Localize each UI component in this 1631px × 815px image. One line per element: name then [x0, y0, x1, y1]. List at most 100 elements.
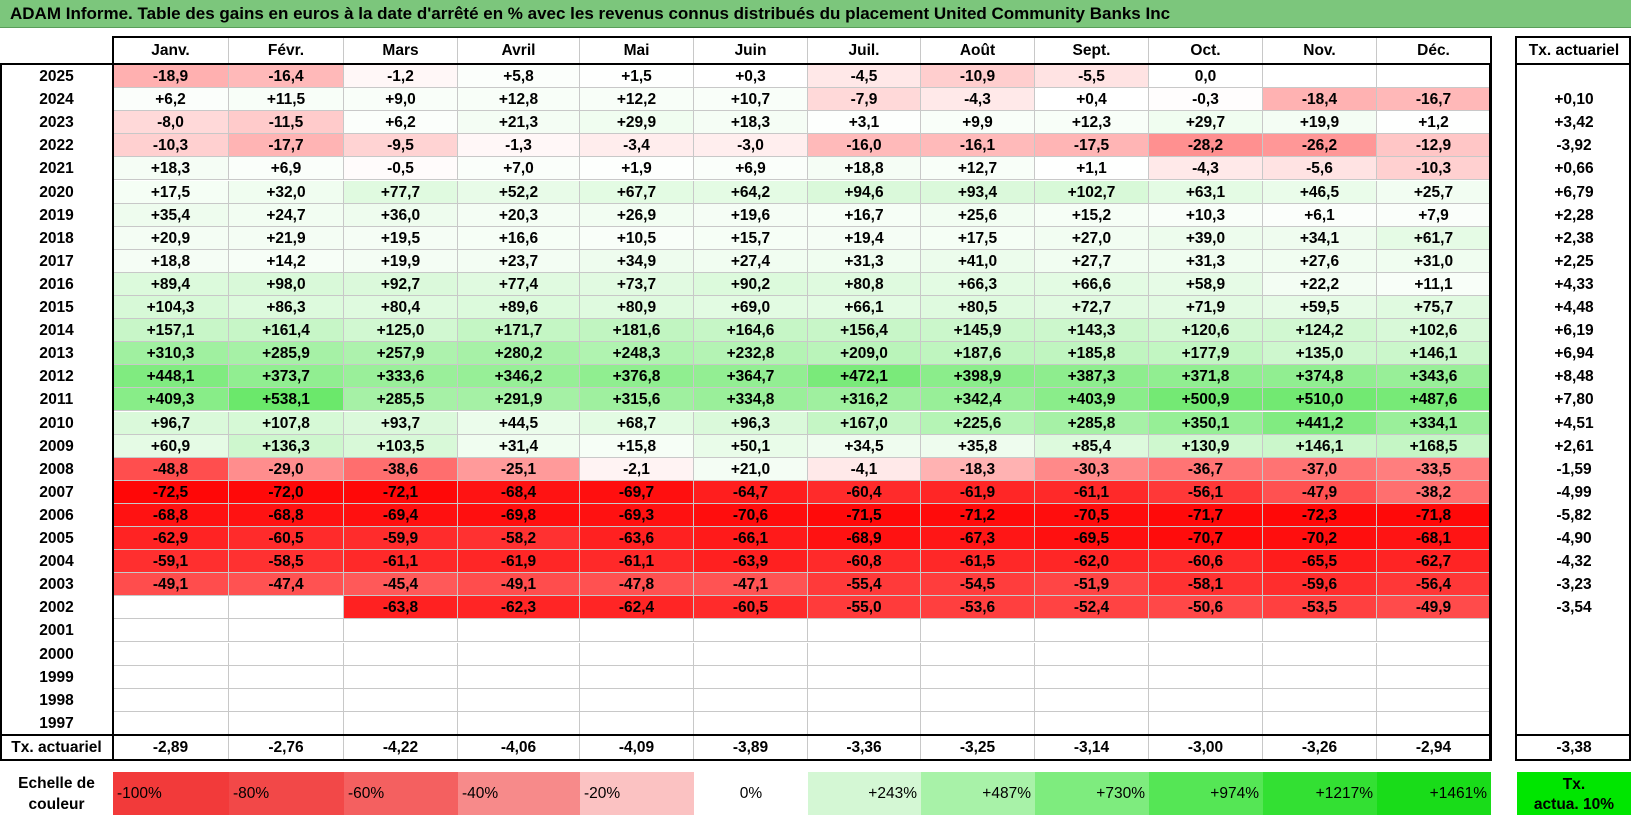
value-cell: -60,6: [1149, 550, 1263, 574]
value-cell: +371,8: [1149, 365, 1263, 389]
value-cell: +102,7: [1035, 180, 1149, 204]
row-rate-cell: [1517, 711, 1631, 735]
value-cell: -29,0: [229, 457, 344, 481]
value-cell: +7,9: [1377, 203, 1491, 227]
value-cell: [694, 619, 808, 643]
value-cell: +41,0: [921, 249, 1035, 273]
value-cell: +285,5: [344, 388, 458, 412]
value-cell: +67,7: [580, 180, 694, 204]
value-cell: [580, 711, 694, 735]
value-cell: [113, 665, 229, 689]
value-cell: -33,5: [1377, 457, 1491, 481]
value-cell: +146,1: [1263, 434, 1377, 458]
value-cell: -10,3: [1377, 157, 1491, 181]
value-cell: -61,1: [1035, 480, 1149, 504]
value-cell: [229, 642, 344, 666]
value-cell: +157,1: [113, 319, 229, 343]
value-cell: -2,1: [580, 457, 694, 481]
row-rate-cell: -5,82: [1517, 503, 1631, 527]
value-cell: +98,0: [229, 272, 344, 296]
value-cell: +34,5: [808, 434, 921, 458]
value-cell: -49,1: [113, 573, 229, 597]
year-label: 2008: [39, 460, 74, 478]
month-header: Oct.: [1149, 37, 1263, 65]
value-cell: -0,5: [344, 157, 458, 181]
value-cell: +225,6: [921, 411, 1035, 435]
actuarial-rate-scale: Tx. actua. 10%: [1517, 772, 1631, 815]
value-cell: +18,8: [808, 157, 921, 181]
footer-separator: [0, 734, 1491, 736]
value-cell: -55,4: [808, 573, 921, 597]
value-cell: +69,0: [694, 296, 808, 320]
year-label: 2013: [39, 345, 74, 363]
year-label: 2015: [39, 299, 74, 316]
value-cell: [1035, 665, 1149, 689]
value-cell: -37,0: [1263, 457, 1377, 481]
value-cell: -17,5: [1035, 134, 1149, 158]
row-rate-cell: +8,48: [1517, 365, 1631, 389]
value-cell: -59,1: [113, 550, 229, 574]
color-scale-swatch: +1461%: [1377, 772, 1491, 815]
value-cell: [344, 665, 458, 689]
color-scale-swatch: -40%: [458, 772, 580, 815]
value-cell: [1263, 642, 1377, 666]
value-cell: [113, 642, 229, 666]
month-header: Juil.: [808, 37, 921, 65]
value-cell: [1377, 619, 1491, 643]
value-cell: -10,9: [921, 65, 1035, 89]
value-cell: +80,4: [344, 296, 458, 320]
value-cell: +89,4: [113, 272, 229, 296]
value-cell: +346,2: [458, 365, 580, 389]
value-cell: [580, 642, 694, 666]
footer-rate-cell: -4,06: [458, 736, 580, 760]
value-cell: +35,4: [113, 203, 229, 227]
value-cell: +66,3: [921, 272, 1035, 296]
value-cell: +124,2: [1263, 319, 1377, 343]
row-rate-cell: +2,25: [1517, 249, 1631, 273]
value-cell: +135,0: [1263, 342, 1377, 366]
year-label: 2020: [39, 183, 74, 201]
color-scale-swatch: +730%: [1035, 772, 1149, 815]
value-cell: +22,2: [1263, 272, 1377, 296]
value-cell: [1377, 711, 1491, 735]
value-cell: +94,6: [808, 180, 921, 204]
year-label: 1997: [39, 714, 74, 732]
value-cell: -51,9: [1035, 573, 1149, 597]
value-cell: +0,4: [1035, 88, 1149, 112]
value-cell: +20,3: [458, 203, 580, 227]
value-cell: +31,3: [1149, 249, 1263, 273]
value-cell: -63,9: [694, 550, 808, 574]
actuarial-scale-line1: Tx.: [1562, 776, 1586, 793]
value-cell: +19,4: [808, 226, 921, 250]
value-cell: [580, 619, 694, 643]
value-cell: -47,1: [694, 573, 808, 597]
value-cell: [1377, 688, 1491, 712]
value-cell: +12,8: [458, 88, 580, 112]
footer-rate-cell: -3,00: [1149, 736, 1263, 760]
value-cell: [921, 665, 1035, 689]
value-cell: -70,2: [1263, 527, 1377, 551]
year-label: 2001: [39, 622, 74, 640]
value-cell: +64,2: [694, 180, 808, 204]
value-cell: -38,2: [1377, 480, 1491, 504]
value-cell: -38,6: [344, 457, 458, 481]
year-label: 2025: [39, 68, 74, 85]
value-cell: +9,0: [344, 88, 458, 112]
value-cell: [808, 619, 921, 643]
value-cell: +31,3: [808, 249, 921, 273]
year-label: 2022: [39, 137, 74, 155]
value-cell: -71,7: [1149, 503, 1263, 527]
value-cell: +52,2: [458, 180, 580, 204]
value-cell: [229, 688, 344, 712]
value-cell: +136,3: [229, 434, 344, 458]
value-cell: -63,6: [580, 527, 694, 551]
color-scale-swatch: +1217%: [1263, 772, 1377, 815]
value-cell: +20,9: [113, 226, 229, 250]
row-rate-cell: +6,94: [1517, 342, 1631, 366]
value-cell: +343,6: [1377, 365, 1491, 389]
year-label: 2023: [39, 114, 74, 132]
value-cell: -3,0: [694, 134, 808, 158]
value-cell: -56,1: [1149, 480, 1263, 504]
value-cell: -68,4: [458, 480, 580, 504]
value-cell: [229, 619, 344, 643]
